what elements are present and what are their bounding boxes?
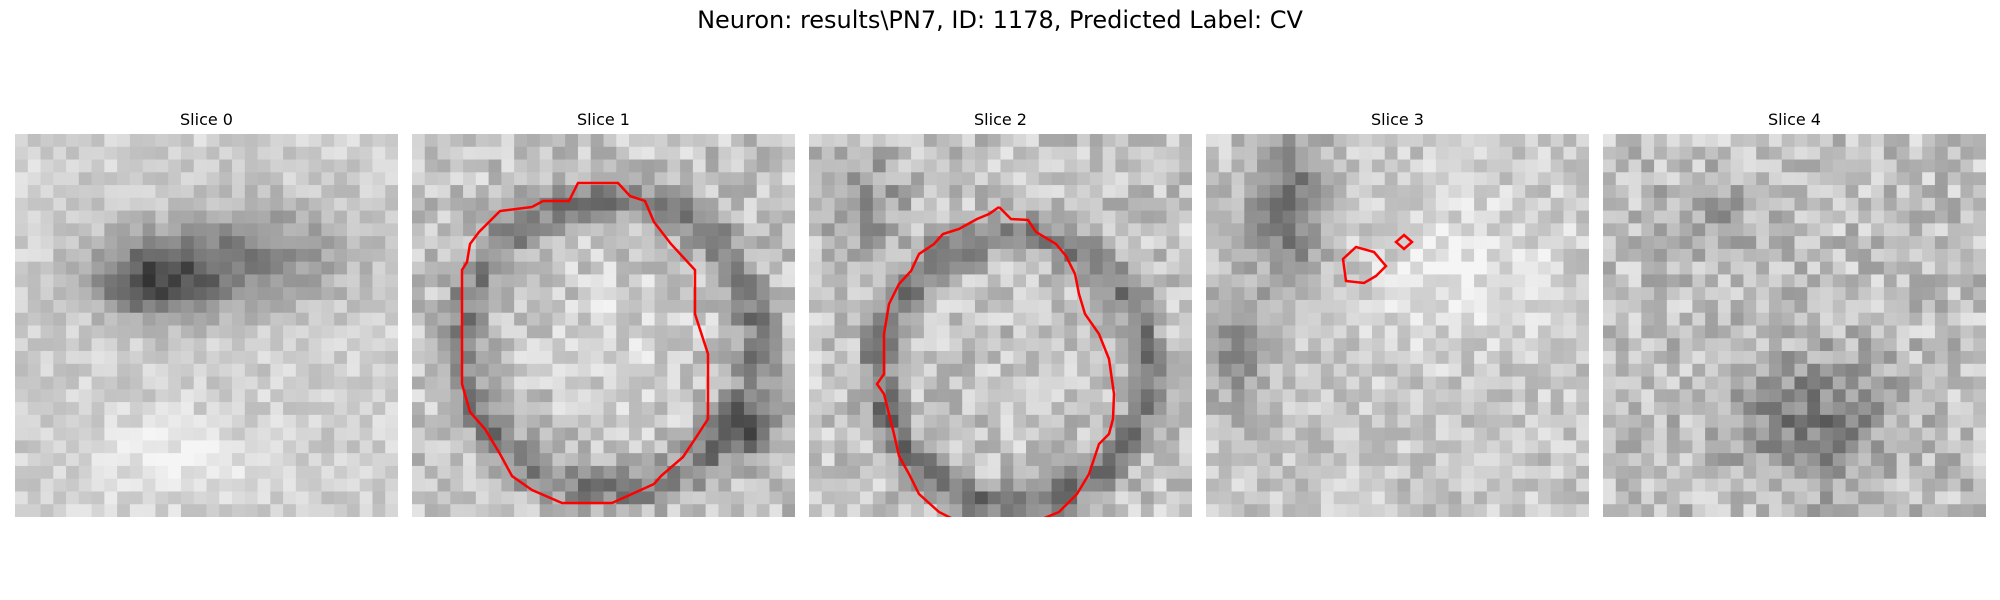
segmentation-contour <box>1394 233 1414 251</box>
slice-title: Slice 0 <box>180 110 233 129</box>
slice-title: Slice 2 <box>974 110 1027 129</box>
slice-title: Slice 3 <box>1371 110 1424 129</box>
slice-title: Slice 1 <box>577 110 630 129</box>
slice-panel-0: Slice 0 <box>15 109 398 517</box>
slice-title: Slice 4 <box>1768 110 1821 129</box>
figure-title: Neuron: results\PN7, ID: 1178, Predicted… <box>697 6 1303 34</box>
slice-image-4 <box>1603 134 1986 517</box>
segmentation-contour <box>460 181 710 505</box>
slice-panel-1: Slice 1 <box>412 109 795 517</box>
slice-image-1 <box>412 134 795 517</box>
slice-pixels <box>412 134 795 517</box>
segmentation-contour <box>875 205 1116 517</box>
slice-panel-3: Slice 3 <box>1206 109 1589 517</box>
slice-pixels <box>1206 134 1589 517</box>
slice-image-0 <box>15 134 398 517</box>
slice-pixels <box>809 134 1192 517</box>
slice-panel-4: Slice 4 <box>1603 109 1986 517</box>
slice-image-2 <box>809 134 1192 517</box>
slice-panel-2: Slice 2 <box>809 109 1192 517</box>
slice-pixels <box>15 134 398 517</box>
slice-image-3 <box>1206 134 1589 517</box>
slice-pixels <box>1603 134 1986 517</box>
segmentation-contour <box>1341 245 1388 285</box>
